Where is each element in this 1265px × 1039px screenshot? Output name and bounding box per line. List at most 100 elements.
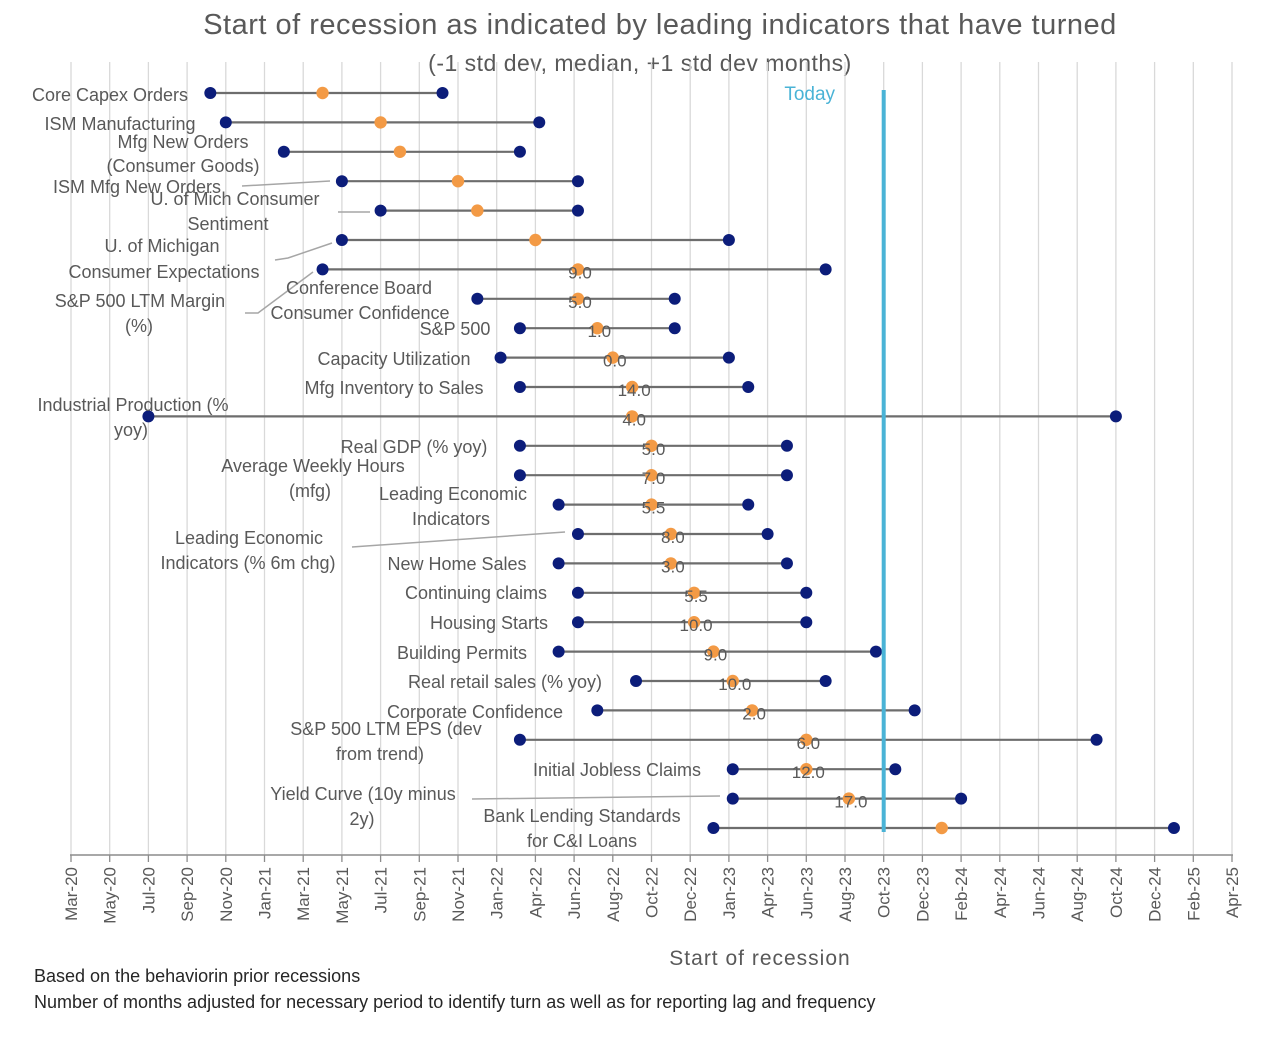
high-point [819, 675, 832, 687]
series-row: 5.0 Conference Board Consumer Confidence [270, 278, 681, 323]
x-tick-label: Aug-22 [604, 867, 623, 922]
category-label: from trend) [336, 744, 424, 764]
x-tick-label: Mar-21 [294, 867, 313, 921]
median-point [707, 645, 720, 658]
median-value-label: 14.0 [618, 381, 651, 400]
low-point [591, 704, 604, 717]
label-leader-line [274, 242, 333, 261]
high-point [571, 204, 584, 217]
series-row: 8.0 Leading Economic Indicators (% 6m chg) [160, 527, 774, 573]
low-point [513, 469, 526, 482]
low-point [552, 557, 565, 570]
median-point [800, 733, 813, 746]
median-point [664, 527, 678, 541]
x-tick-label: Oct-23 [875, 867, 894, 918]
series-row: 9.0 Building Permits [397, 643, 882, 665]
x-tick-label: Aug-24 [1068, 867, 1087, 922]
median-value-label: 10.0 [718, 675, 751, 694]
high-point [869, 645, 882, 658]
median-value-label: 8.0 [661, 528, 685, 547]
median-point [645, 469, 658, 482]
category-label: Indicators (% 6m chg) [160, 553, 335, 573]
x-tick-label: Apr-22 [526, 867, 545, 918]
high-point [722, 351, 735, 364]
category-label: Consumer Confidence [270, 303, 449, 323]
x-tick-label: Apr-25 [1223, 867, 1242, 918]
series-row: 10.0 Housing Starts [430, 613, 813, 635]
x-tick-label: Oct-24 [1107, 867, 1126, 918]
median-value-label: 6.0 [796, 734, 820, 753]
series-row: 3.0 New Home Sales [387, 554, 793, 576]
median-value-label: 9.0 [704, 646, 728, 665]
high-point [780, 557, 793, 570]
median-value-label: 4.0 [622, 410, 646, 429]
series-row: 4.0 Industrial Production (% yoy) [37, 395, 1122, 440]
median-point [687, 586, 701, 599]
label-leader-line [245, 271, 314, 314]
median-point [571, 263, 585, 276]
high-point [889, 763, 902, 776]
x-tick-label: May-20 [101, 867, 120, 924]
series-row: Mfg New Orders (Consumer Goods) [106, 132, 526, 176]
low-point [513, 322, 526, 335]
median-point [842, 792, 856, 805]
high-point [742, 498, 755, 511]
high-point [800, 586, 813, 599]
category-label: Continuing claims [405, 583, 547, 603]
category-label: 2y) [349, 809, 374, 829]
label-leader-line [241, 180, 331, 187]
x-tick-label: Jan-21 [256, 867, 275, 919]
footnote-1: Based on the behaviorin prior recessions [34, 966, 361, 986]
x-tick-label: Jun-22 [565, 867, 584, 919]
gridlines [70, 62, 1233, 855]
x-tick-label: Sep-21 [410, 867, 429, 922]
low-point [630, 675, 643, 687]
footnote-2: Number of months adjusted for necessary … [34, 992, 876, 1012]
category-label: Indicators [412, 509, 490, 529]
series-row: 14.0 Mfg Inventory to Sales [304, 378, 755, 400]
category-label: Real GDP (% yoy) [341, 437, 488, 457]
x-tick-label: Jul-20 [139, 867, 158, 913]
category-label: Corporate Confidence [387, 702, 563, 722]
series-row: 5.0 Real GDP (% yoy) [341, 437, 793, 459]
chart-subtitle: (-1 std dev, median, +1 std dev months) [428, 50, 852, 76]
category-label: Mfg Inventory to Sales [304, 378, 483, 398]
series-row: 10.0 Real retail sales (% yoy) [408, 672, 832, 694]
x-tick-label: Dec-22 [681, 867, 700, 922]
category-label: Housing Starts [430, 613, 548, 633]
x-tick-label: Sep-20 [178, 867, 197, 922]
x-tick-label: Jun-23 [797, 867, 816, 919]
category-label: Bank Lending Standards [483, 806, 680, 826]
category-label: Leading Economic [379, 484, 527, 504]
median-point [745, 704, 759, 717]
label-leader-line [471, 795, 721, 800]
low-point [707, 822, 720, 834]
median-point [800, 763, 813, 776]
category-label: Capacity Utilization [317, 349, 470, 369]
high-point [955, 792, 968, 805]
series-row: ISM Manufacturing [44, 114, 546, 134]
category-label: (%) [125, 316, 153, 336]
median-point [606, 351, 619, 364]
median-point [625, 410, 639, 423]
low-point [204, 87, 217, 99]
low-point [513, 381, 526, 393]
category-label: Industrial Production (% [37, 395, 228, 415]
x-tick-label: Mar-20 [62, 867, 81, 921]
category-label: Consumer Expectations [68, 262, 259, 282]
median-point [571, 292, 585, 305]
x-tick-label: Jan-23 [720, 867, 739, 919]
x-tick-label: Feb-24 [952, 867, 971, 921]
high-point [780, 439, 793, 452]
median-point [393, 145, 407, 158]
low-point [552, 645, 565, 658]
series-row: 1.0 S&P 500 [420, 319, 681, 341]
high-point [722, 234, 735, 246]
x-tick-label: Aug-23 [836, 867, 855, 922]
series-row: 0.0 Capacity Utilization [317, 349, 735, 371]
x-tick-label: Nov-20 [217, 867, 236, 922]
series-row: 17.0 Yield Curve (10y minus 2y) [270, 784, 968, 829]
median-value-label: 17.0 [834, 793, 867, 812]
x-tick-label: Dec-23 [913, 867, 932, 922]
